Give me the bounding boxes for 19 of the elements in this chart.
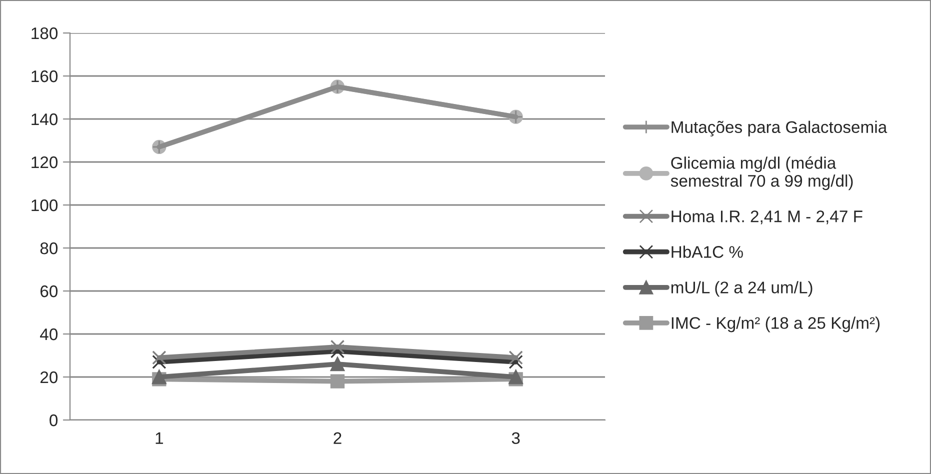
x-tick-label: 3 — [512, 432, 520, 444]
x-tick-label: 2 — [334, 432, 342, 444]
x-tick-label: 1 — [156, 432, 163, 444]
legend-label: Homa I.R. 2,41 M - 2,47 F — [672, 210, 862, 224]
y-tick-label: 160 — [32, 70, 58, 82]
y-tick-label: 100 — [32, 199, 58, 212]
y-tick-label: 60 — [40, 285, 58, 298]
y-tick-label: 20 — [40, 371, 58, 384]
y-tick-label: 140 — [32, 113, 58, 126]
y-tick-label: 40 — [40, 328, 58, 340]
y-tick-label: 120 — [32, 156, 58, 168]
legend-label: HbA1C % — [672, 246, 743, 258]
legend-label: Glicemia mg/dl (média semestral 70 a 99 mg/dl) — [670, 156, 853, 190]
y-tick-label: 80 — [40, 242, 58, 254]
y-tick-label: 180 — [32, 27, 58, 40]
y-tick-label: 0 — [50, 414, 58, 426]
legend-label: IMC - Kg/m² (18 a 25 Kg/m²) — [672, 316, 880, 332]
legend-label: mU/L (2 a 24 um/L) — [671, 281, 812, 297]
legend-label: Mutações para Galactosemia — [672, 120, 888, 136]
